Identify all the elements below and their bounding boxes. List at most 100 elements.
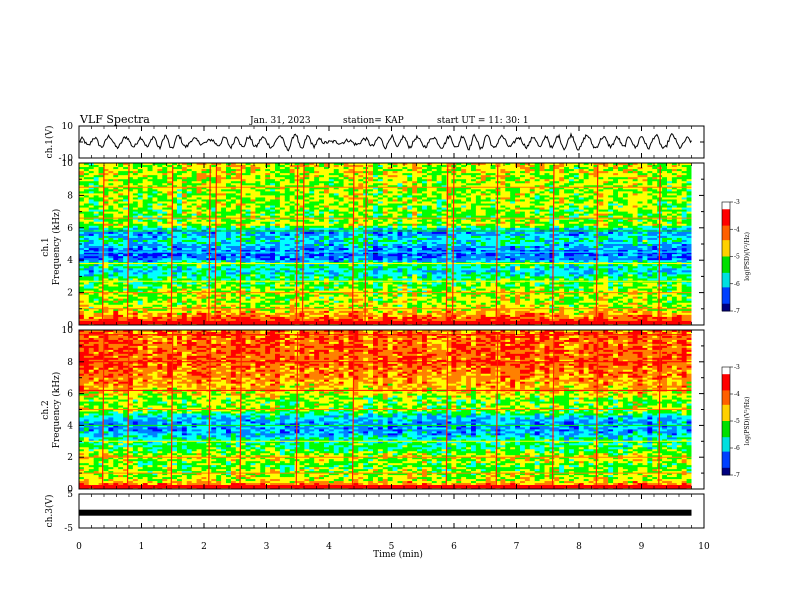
spectrogram-cell bbox=[245, 278, 251, 281]
spectrogram-cell bbox=[211, 177, 217, 180]
spectrogram-cell bbox=[240, 201, 246, 204]
spectrogram-cell bbox=[255, 237, 261, 241]
spectrogram-cell bbox=[132, 308, 139, 312]
spectrogram-cell bbox=[201, 276, 207, 279]
spectrogram-cell bbox=[235, 197, 242, 200]
spectrogram-cell bbox=[113, 213, 119, 217]
ch1-waveform-trace bbox=[78, 132, 692, 152]
spectrogram-cell bbox=[103, 318, 109, 322]
spectrogram-cell bbox=[201, 266, 207, 269]
spectrogram-cell bbox=[147, 185, 153, 188]
spectrogram-cell bbox=[113, 270, 119, 273]
spectrogram-cell bbox=[201, 187, 207, 190]
spectrogram-cell bbox=[216, 258, 222, 261]
spectrogram-cell bbox=[88, 282, 95, 285]
spectrogram-cell bbox=[309, 185, 315, 188]
spectrogram-cell bbox=[245, 175, 251, 178]
spectrogram-cell bbox=[201, 219, 207, 223]
spectrogram-cell bbox=[83, 298, 90, 302]
spectrogram-cell bbox=[240, 223, 246, 227]
spectrogram-cell bbox=[230, 254, 237, 257]
spectrogram-cell bbox=[226, 179, 232, 182]
spectrogram-cell bbox=[299, 187, 305, 190]
spectrogram-cell bbox=[309, 322, 315, 326]
spectrogram-cell bbox=[162, 268, 168, 271]
spectrogram-cell bbox=[142, 191, 148, 194]
spectrogram-cell bbox=[328, 274, 335, 277]
spectrogram-cell bbox=[181, 272, 188, 275]
spectrogram-cell bbox=[211, 298, 217, 302]
spectrogram-cell bbox=[235, 312, 242, 316]
spectrogram-cell bbox=[167, 231, 173, 235]
spectrogram-cell bbox=[172, 191, 178, 194]
spectrogram-cell bbox=[221, 288, 227, 291]
spectrogram-cell bbox=[128, 286, 134, 289]
spectrogram-cell bbox=[304, 298, 310, 302]
spectrogram-cell bbox=[172, 298, 178, 302]
spectrogram-cell bbox=[201, 171, 207, 174]
spectrogram-cell bbox=[186, 284, 193, 287]
spectrogram-cell bbox=[152, 294, 158, 298]
spectrogram-cell bbox=[186, 217, 193, 221]
spectrogram-cell bbox=[245, 215, 251, 219]
spectrogram-cell bbox=[328, 189, 335, 192]
spectrogram-cell bbox=[211, 199, 217, 202]
spectrogram-cell bbox=[98, 282, 104, 285]
spectrogram-cell bbox=[103, 241, 109, 245]
spectrogram-cell bbox=[132, 211, 139, 215]
spectrogram-cell bbox=[118, 175, 124, 178]
spectrogram-cell bbox=[123, 260, 129, 263]
spectrogram-cell bbox=[196, 254, 202, 257]
spectrogram-cell bbox=[177, 235, 183, 239]
spectrogram-cell bbox=[324, 318, 330, 322]
spectrogram-cell bbox=[196, 306, 202, 310]
spectrogram-cell bbox=[137, 169, 144, 172]
spectrogram-cell bbox=[157, 286, 163, 289]
spectrogram-cell bbox=[260, 314, 266, 318]
spectrogram-cell bbox=[270, 167, 276, 170]
spectrogram-cell bbox=[235, 258, 242, 261]
spectrogram-cell bbox=[88, 179, 95, 182]
spectrogram-cell bbox=[137, 221, 144, 225]
spectrogram-cell bbox=[181, 191, 188, 194]
spectrogram-cell bbox=[304, 235, 310, 239]
spectrogram-cell bbox=[103, 244, 109, 247]
spectrogram-cell bbox=[328, 288, 335, 291]
spectrogram-cell bbox=[324, 209, 330, 212]
spectrogram-cell bbox=[98, 294, 104, 298]
spectrogram-cell bbox=[177, 278, 183, 281]
spectrogram-cell bbox=[255, 239, 261, 243]
spectrogram-cell bbox=[147, 278, 153, 281]
spectrogram-cell bbox=[250, 201, 256, 204]
spectrogram-cell bbox=[328, 167, 335, 170]
spectrogram-cell bbox=[186, 241, 193, 245]
spectrogram-cell bbox=[319, 185, 325, 188]
spectrogram-cell bbox=[177, 195, 183, 198]
spectrogram-cell bbox=[123, 237, 129, 241]
spectrogram-cell bbox=[132, 248, 139, 251]
spectrogram-cell bbox=[260, 318, 266, 322]
spectrogram-cell bbox=[206, 189, 212, 192]
spectrogram-cell bbox=[177, 258, 183, 261]
spectrogram-cell bbox=[284, 177, 291, 180]
spectrogram-cell bbox=[181, 215, 188, 219]
spectrogram-cell bbox=[191, 274, 197, 277]
spectrogram-cell bbox=[216, 167, 222, 170]
spectrogram-cell bbox=[284, 266, 291, 269]
spectrogram-cell bbox=[88, 268, 95, 271]
spectrogram-cell bbox=[167, 211, 173, 215]
spectrogram-cell bbox=[324, 177, 330, 180]
spectrogram-cell bbox=[108, 298, 114, 302]
spectrogram-cell bbox=[79, 274, 85, 277]
spectrogram-cell bbox=[167, 314, 173, 318]
spectrogram-cell bbox=[157, 223, 163, 227]
spectrogram-cell bbox=[284, 312, 291, 316]
spectrogram-cell bbox=[230, 237, 237, 241]
spectrogram-cell bbox=[324, 290, 330, 293]
spectrogram-cell bbox=[152, 227, 158, 231]
spectrogram-cell bbox=[177, 300, 183, 304]
spectrogram-cell bbox=[132, 246, 139, 249]
spectrogram-cell bbox=[172, 264, 178, 267]
spectrogram-cell bbox=[186, 318, 193, 322]
spectrogram-cell bbox=[162, 195, 168, 198]
